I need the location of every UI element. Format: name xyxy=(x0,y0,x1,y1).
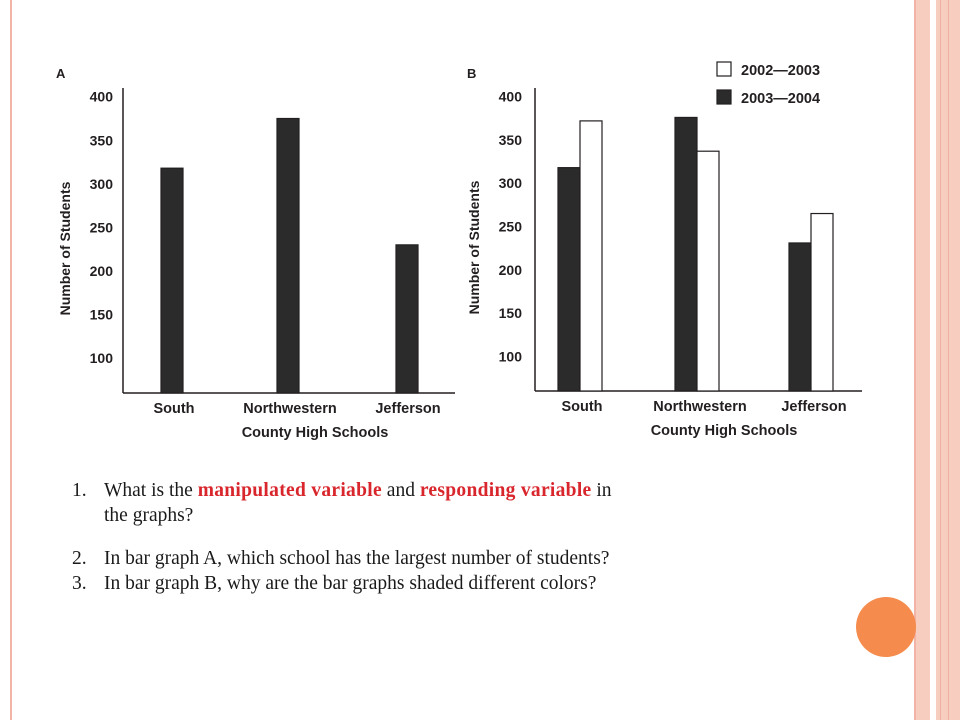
x-axis-label: County High Schools xyxy=(651,423,798,439)
y-tick-label: 200 xyxy=(499,262,523,278)
bar-northwestern-0 xyxy=(674,116,698,392)
y-tick-label: 150 xyxy=(499,305,523,321)
x-tick-label: Jefferson xyxy=(375,401,440,417)
bar-south-0 xyxy=(160,167,184,394)
bar-south-1 xyxy=(579,120,603,392)
manipulated-variable-highlight: manipulated variable xyxy=(197,480,382,501)
y-tick-label: 150 xyxy=(90,307,114,323)
question-text: and xyxy=(381,480,420,501)
y-tick-label: 250 xyxy=(499,219,523,235)
x-tick-label: South xyxy=(153,401,194,417)
y-axis-label: Number of Students xyxy=(466,180,482,314)
x-tick-label: South xyxy=(561,399,602,415)
panel-label: B xyxy=(467,66,476,81)
right-decorative-gap xyxy=(930,0,936,720)
y-axis-label: Number of Students xyxy=(57,181,73,315)
band-line xyxy=(940,0,941,720)
question-text: in xyxy=(591,480,612,501)
orange-circle-decoration xyxy=(856,597,916,657)
responding-variable-highlight: responding variable xyxy=(419,480,592,501)
bar-jefferson-0 xyxy=(788,242,812,392)
panel-label: A xyxy=(56,66,66,81)
y-tick-label: 300 xyxy=(499,175,523,191)
x-tick-label: Northwestern xyxy=(653,399,746,415)
legend-entry: 2002—2003 xyxy=(741,63,820,79)
y-tick-label: 100 xyxy=(90,350,114,366)
question-text: In bar graph A, which school has the lar… xyxy=(104,548,610,569)
question-number: 2. xyxy=(72,548,87,569)
legend-entry: 2003—2004 xyxy=(741,91,820,107)
question-number: 3. xyxy=(72,573,87,594)
question-text: In bar graph B, why are the bar graphs s… xyxy=(104,573,597,594)
y-tick-label: 400 xyxy=(90,89,114,105)
question-list: 1. What is the manipulated variable and … xyxy=(72,478,852,596)
bar-jefferson-1 xyxy=(810,212,834,392)
y-tick-label: 200 xyxy=(90,263,114,279)
x-axis-label: County High Schools xyxy=(242,425,389,441)
x-tick-label: Northwestern xyxy=(243,401,336,417)
question-1: 1. What is the manipulated variable and … xyxy=(72,478,852,528)
legend-swatch xyxy=(716,61,732,77)
question-text: the graphs? xyxy=(104,505,194,526)
y-tick-label: 300 xyxy=(90,176,114,192)
bar-south-0 xyxy=(557,167,581,392)
question-number: 1. xyxy=(72,480,87,501)
y-tick-label: 350 xyxy=(90,132,114,148)
slide-frame xyxy=(10,0,916,720)
question-3: 3. In bar graph B, why are the bar graph… xyxy=(72,571,852,596)
band-line xyxy=(948,0,949,720)
question-text: What is the xyxy=(104,480,198,501)
bar-northwestern-1 xyxy=(696,150,720,392)
y-tick-label: 350 xyxy=(499,132,523,148)
y-tick-label: 250 xyxy=(90,219,114,235)
bar-northwestern-0 xyxy=(276,117,300,394)
x-tick-label: Jefferson xyxy=(781,399,846,415)
y-tick-label: 400 xyxy=(499,89,523,105)
y-tick-label: 100 xyxy=(499,348,523,364)
right-decorative-band xyxy=(916,0,930,720)
legend-swatch xyxy=(716,89,732,105)
question-2: 2. In bar graph A, which school has the … xyxy=(72,546,852,571)
bar-jefferson-0 xyxy=(395,244,419,394)
